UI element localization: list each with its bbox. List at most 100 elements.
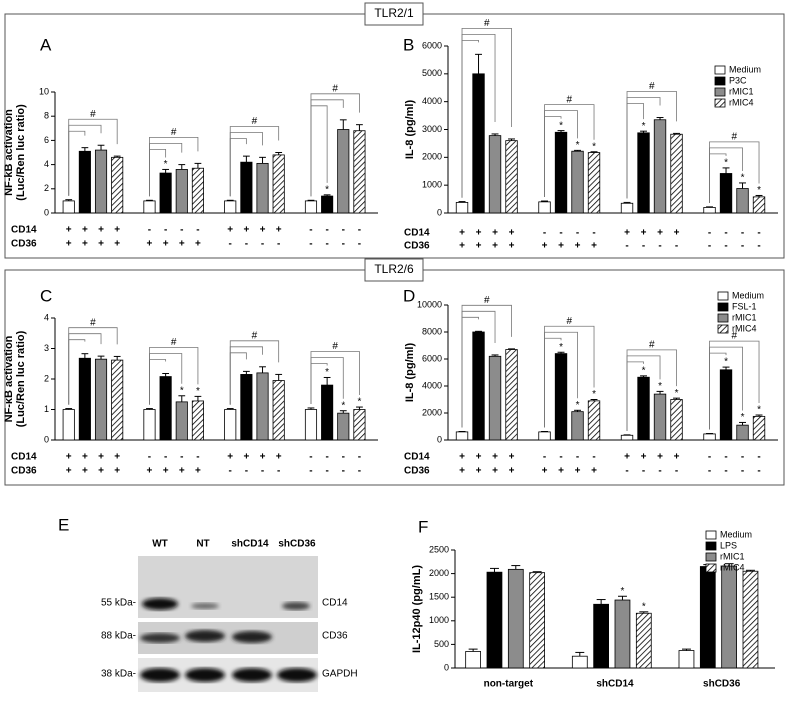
row-sign: + <box>179 466 185 477</box>
legend-label: Medium <box>732 290 764 300</box>
row-sign: - <box>261 466 264 477</box>
row-sign: - <box>708 228 711 239</box>
row-sign: + <box>82 239 88 250</box>
error-bar <box>623 201 631 204</box>
legend-swatch <box>714 87 726 97</box>
significance-mark: * <box>341 400 345 411</box>
error-bar <box>162 373 170 377</box>
row-sign: - <box>229 466 232 477</box>
error-bar <box>468 648 478 652</box>
error-bar <box>673 397 680 400</box>
row-sign: - <box>757 452 760 463</box>
error-bar <box>489 567 499 573</box>
y-tick-label: 0 <box>444 662 449 672</box>
error-bar <box>275 373 283 381</box>
row-sign: - <box>559 452 562 463</box>
bar <box>272 154 285 214</box>
y-tick-label: 3 <box>44 343 49 353</box>
error-bar <box>511 565 521 570</box>
error-bar <box>146 199 153 201</box>
row-sign: + <box>641 228 647 239</box>
row-sign: + <box>82 225 88 236</box>
error-bar <box>259 156 266 164</box>
bar <box>593 603 610 669</box>
lane-label: shCD14 <box>231 539 269 550</box>
row-label: CD36 <box>322 631 348 642</box>
row-label: CD14 <box>11 452 37 463</box>
section-label: TLR2/6 <box>374 262 414 276</box>
bracket <box>544 325 595 428</box>
row-sign: - <box>148 452 151 463</box>
row-sign: - <box>180 452 183 463</box>
bar <box>272 380 285 441</box>
legend-label: rMIC4 <box>729 97 754 107</box>
error-bar <box>259 366 266 373</box>
y-tick-label: 1000 <box>422 180 442 190</box>
y-axis-label: NF-κB activation <box>3 335 15 422</box>
band <box>282 602 310 610</box>
row-sign: + <box>163 466 169 477</box>
y-tick-label: 6 <box>44 135 49 145</box>
error-bar <box>590 399 598 401</box>
row-label: CD36 <box>11 466 37 477</box>
band <box>232 668 272 682</box>
error-bar <box>755 194 763 197</box>
legend-label: LPS <box>720 540 737 550</box>
error-bar <box>475 330 482 332</box>
bar <box>554 131 568 214</box>
row-sign: + <box>492 452 498 463</box>
panel-letter: F <box>418 517 428 536</box>
error-bar <box>339 410 347 414</box>
row-sign: + <box>476 452 482 463</box>
band <box>140 633 180 643</box>
bar <box>337 129 350 214</box>
bracket <box>149 136 199 197</box>
bar <box>143 200 156 214</box>
error-bar <box>178 395 186 402</box>
bar <box>635 612 652 669</box>
error-bar <box>97 144 105 151</box>
error-bar <box>323 376 331 386</box>
row-sign: + <box>657 228 663 239</box>
bracket <box>229 340 280 405</box>
row-sign: + <box>492 241 498 252</box>
significance-mark: * <box>180 385 184 396</box>
bar <box>721 565 738 669</box>
row-sign: + <box>624 452 630 463</box>
legend-label: rMIC4 <box>732 323 757 333</box>
y-tick-label: 8 <box>44 111 49 121</box>
bar <box>703 207 716 214</box>
row-sign: - <box>724 228 727 239</box>
significance-mark: * <box>576 400 580 411</box>
error-bar <box>65 199 73 201</box>
bar <box>571 411 584 441</box>
significance-mark: * <box>357 397 361 408</box>
x-tick-label: shCD14 <box>596 679 634 690</box>
marker-label: 55 kDa- <box>101 598 136 609</box>
bar <box>736 424 749 441</box>
significance-mark: * <box>757 185 761 196</box>
bar <box>94 358 108 441</box>
legend-swatch <box>714 65 726 75</box>
error-bar <box>557 351 565 354</box>
group-mark: # <box>484 18 490 29</box>
y-tick-label: 1500 <box>429 592 449 602</box>
error-bar <box>458 201 466 203</box>
row-sign: - <box>229 239 232 250</box>
bar <box>159 376 172 441</box>
panel-letter: E <box>58 515 69 534</box>
row-sign: + <box>243 225 249 236</box>
bar <box>620 434 634 441</box>
error-bar <box>97 355 105 360</box>
row-sign: - <box>325 239 328 250</box>
error-bar <box>226 408 234 410</box>
bar <box>337 412 350 441</box>
bar <box>488 355 502 441</box>
y-tick-label: 2 <box>44 373 49 383</box>
row-sign: + <box>82 452 88 463</box>
error-bar <box>739 182 746 189</box>
significance-mark: * <box>576 140 580 151</box>
band <box>185 630 225 642</box>
row-sign: - <box>277 466 280 477</box>
row-sign: - <box>164 225 167 236</box>
